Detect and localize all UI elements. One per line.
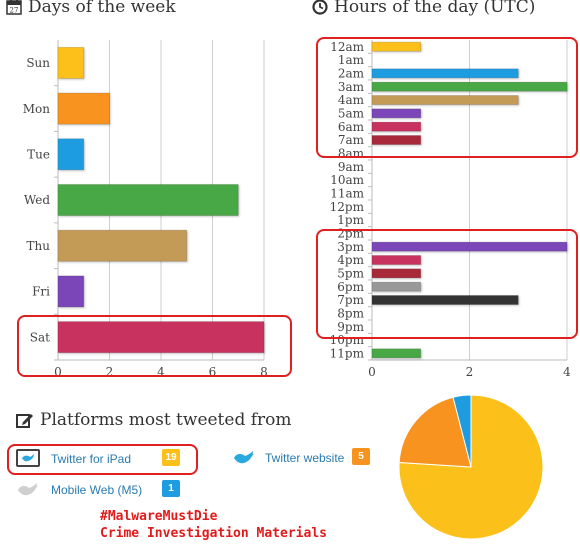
calendar-icon-text: 27 xyxy=(10,7,19,15)
hours-bar-11pm xyxy=(371,348,422,359)
days-of-week-heading: 27 Days of the week xyxy=(6,0,176,17)
hours-title: Hours of the day (UTC) xyxy=(334,0,536,17)
edit-icon xyxy=(16,414,33,428)
days-of-week-chart: Sun Mon Tue Wed Thu Fri Sat 0 2 4 6 8 xyxy=(23,40,268,379)
hours-category-label-9pm: 9pm xyxy=(337,320,364,334)
hours-category-label-1am: 1am xyxy=(338,53,365,67)
platform-count-badge-mobile-web: 1 xyxy=(162,480,180,497)
days-bar-sat xyxy=(57,321,265,354)
hours-bar-2am xyxy=(371,68,519,79)
watermark: #MalwareMustDie Crime Investigation Mate… xyxy=(100,508,327,542)
days-bar-tue xyxy=(57,138,85,171)
hours-category-label-12am: 12am xyxy=(330,40,364,54)
pie-slice-mobile-web-m5 xyxy=(452,394,472,468)
watermark-line-2: Crime Investigation Materials xyxy=(100,526,327,541)
days-category-label-thu: Thu xyxy=(27,239,51,253)
hours-category-label-7pm: 7pm xyxy=(337,293,364,307)
hours-category-label-4pm: 4pm xyxy=(337,253,364,267)
days-bar-mon xyxy=(57,92,110,125)
hours-category-label-10am: 10am xyxy=(330,173,364,187)
platform-name-twitter-website[interactable]: Twitter website xyxy=(265,451,345,465)
hours-category-label-3pm: 3pm xyxy=(337,240,364,254)
highlight-afternoon-hours xyxy=(316,229,578,339)
hours-bar-4pm xyxy=(371,255,422,265)
days-tick-label-4: 4 xyxy=(157,365,165,379)
hours-category-label-7am: 7am xyxy=(338,133,365,147)
hours-bar-6am xyxy=(371,121,422,132)
pie-slice-twitter-website xyxy=(398,396,472,468)
hours-category-label-8pm: 8pm xyxy=(337,307,364,321)
days-category-label-sun: Sun xyxy=(26,56,50,70)
calendar-icon: 27 xyxy=(6,0,22,15)
watermark-line-1: #MalwareMustDie xyxy=(100,509,218,524)
hours-category-label-6pm: 6pm xyxy=(337,280,364,294)
hours-tick-label-0: 0 xyxy=(368,365,376,379)
days-category-label-tue: Tue xyxy=(27,147,50,161)
hours-category-label-11pm: 11pm xyxy=(330,347,365,361)
days-category-label-sat: Sat xyxy=(30,330,50,344)
platforms-heading: Platforms most tweeted from xyxy=(16,410,292,430)
hours-tick-label-2: 2 xyxy=(466,365,474,379)
platform-name-mobile-web[interactable]: Mobile Web (M5) xyxy=(51,483,143,497)
hours-of-day-heading: Hours of the day (UTC) xyxy=(312,0,535,17)
hours-category-label-11am: 11am xyxy=(330,187,364,201)
days-tick-label-8: 8 xyxy=(260,365,268,379)
hours-category-label-10pm: 10pm xyxy=(330,333,365,347)
platform-item-twitter-for-ipad: Twitter for iPad 19 xyxy=(16,449,206,468)
hours-bar-6pm xyxy=(371,281,422,292)
twitter-bird-gray-icon xyxy=(18,483,38,496)
platform-item-mobile-web: Mobile Web (M5) 1 xyxy=(16,480,186,499)
hours-category-label-9am: 9am xyxy=(338,160,365,174)
days-tick-label-0: 0 xyxy=(54,365,62,379)
hours-category-label-5pm: 5pm xyxy=(337,267,364,281)
days-category-label-wed: Wed xyxy=(24,193,50,207)
hours-category-label-4am: 4am xyxy=(338,93,365,107)
highlight-saturday xyxy=(17,315,292,377)
platforms-title: Platforms most tweeted from xyxy=(40,410,292,430)
platform-name-twitter-for-ipad[interactable]: Twitter for iPad xyxy=(51,452,132,466)
hours-category-label-2am: 2am xyxy=(338,67,365,81)
hours-bar-5pm xyxy=(371,268,422,279)
clock-icon xyxy=(312,0,328,15)
days-title: Days of the week xyxy=(28,0,176,17)
platform-count-badge-twitter-website: 5 xyxy=(352,448,370,465)
platform-count-badge-twitter-for-ipad: 19 xyxy=(162,449,180,466)
days-bar-wed xyxy=(57,184,239,216)
hours-category-label-3am: 3am xyxy=(338,80,365,94)
hours-category-label-1pm: 1pm xyxy=(337,213,364,227)
platforms-pie-chart xyxy=(398,394,544,540)
hours-tick-label-4: 4 xyxy=(563,365,571,379)
days-category-label-fri: Fri xyxy=(32,285,50,299)
hours-category-label-6am: 6am xyxy=(338,120,365,134)
hours-bar-5am xyxy=(371,108,422,119)
hours-of-day-chart: 12am1am2am3am4am5am6am7am8am9am10am11am1… xyxy=(330,40,572,379)
days-bar-sun xyxy=(57,46,85,79)
days-category-label-mon: Mon xyxy=(23,102,51,116)
hours-category-label-5am: 5am xyxy=(338,107,365,121)
days-tick-label-6: 6 xyxy=(209,365,217,379)
twitter-bird-icon xyxy=(234,451,254,464)
highlight-early-hours xyxy=(316,37,578,158)
highlight-twitter-for-ipad xyxy=(7,444,198,475)
hours-bar-12am xyxy=(371,41,422,52)
hours-bar-3pm xyxy=(371,241,568,252)
days-bar-fri xyxy=(57,275,85,308)
hours-bar-7pm xyxy=(371,295,519,305)
ipad-icon xyxy=(16,449,40,467)
platform-item-twitter-website: Twitter website 5 xyxy=(232,448,382,467)
days-bar-thu xyxy=(57,229,188,262)
hours-bar-3am xyxy=(371,81,568,92)
hours-category-label-12pm: 12pm xyxy=(330,200,365,214)
hours-bar-4am xyxy=(371,95,519,105)
hours-bar-7am xyxy=(371,135,422,145)
days-tick-label-2: 2 xyxy=(106,365,114,379)
